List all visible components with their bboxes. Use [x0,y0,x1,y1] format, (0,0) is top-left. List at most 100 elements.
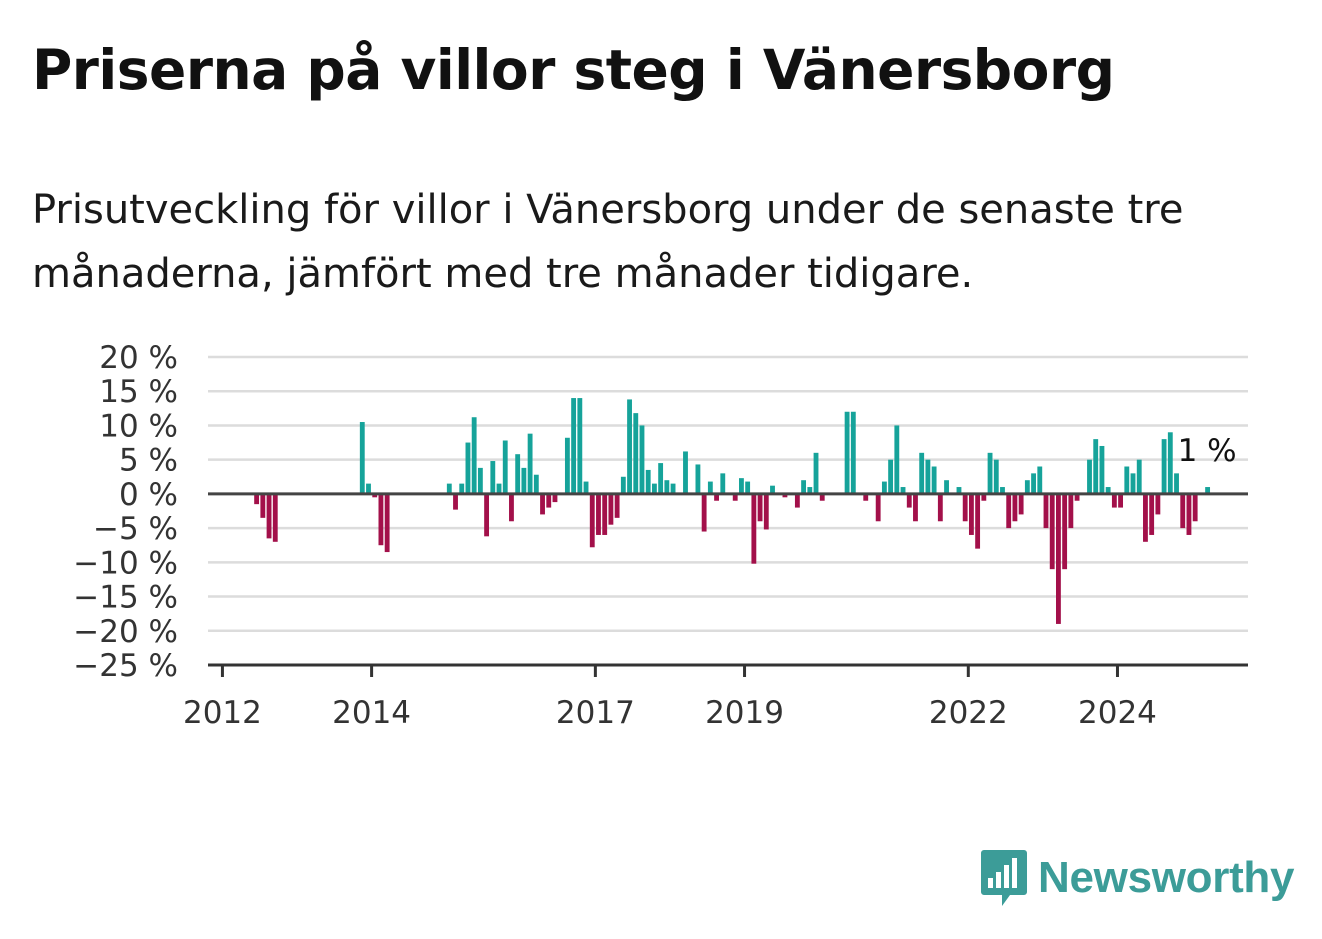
bar [583,481,589,494]
bar [1174,473,1179,494]
bar [1049,493,1055,570]
bar [496,483,502,494]
bar [484,493,490,537]
bar [260,493,266,518]
bar [913,493,918,522]
bar [509,493,514,522]
bar [782,493,788,498]
bar [751,493,757,564]
bar [378,493,384,546]
bar [254,493,260,505]
bar [863,493,869,501]
bar [900,487,906,494]
bar [894,425,900,494]
bar [1143,493,1148,542]
bar [596,493,601,535]
bar [975,493,981,549]
y-tick-label: 10 % [99,408,178,444]
bar [1186,493,1192,535]
bar [1118,493,1124,508]
bar [664,480,670,494]
bar [813,452,819,494]
y-tick-label: −20 % [73,614,178,650]
newsworthy-logo-icon [981,850,1027,906]
bar [1074,493,1080,501]
bar [962,493,968,522]
x-tick-label: 2014 [332,695,411,731]
bar [1068,493,1074,529]
bar [925,459,931,494]
bar [366,483,371,494]
bar [1105,487,1111,494]
bar [552,493,558,503]
bar [1056,493,1061,624]
bar [707,481,713,494]
bar [564,437,570,494]
bars [254,398,1211,624]
bar [589,493,595,548]
bar [944,480,949,494]
bar [956,487,962,494]
bar [533,474,539,494]
bar [627,399,632,494]
bar [502,440,508,494]
bar [471,417,477,494]
bar [571,398,577,494]
x-tick-label: 2019 [705,695,784,731]
bar [695,464,701,494]
bar-chart: 20 %15 %10 %5 %0 %−5 %−10 %−15 %−20 %−25… [73,340,1248,731]
bar [968,493,974,535]
bar [1111,493,1117,508]
bar [987,452,993,494]
bar [1192,493,1198,522]
y-axis-ticks: 20 %15 %10 %5 %0 %−5 %−10 %−15 %−20 %−25… [73,340,178,684]
bar [670,483,676,494]
bar [850,411,856,494]
bar [1205,487,1211,494]
bar [620,476,626,494]
bar [521,467,527,494]
bar [770,485,775,494]
y-tick-label: 15 % [99,374,178,410]
bar [1087,459,1092,494]
bar [819,493,825,501]
bar [701,493,707,532]
bar [1130,473,1136,494]
x-tick-label: 2017 [556,695,635,731]
bar [602,493,608,535]
bar [1180,493,1186,529]
bar [372,493,378,498]
bar [807,487,813,494]
bar [1093,439,1099,494]
bar [645,469,651,494]
bar [658,463,664,494]
bar [875,493,881,522]
bar [1031,473,1036,494]
y-tick-label: 20 % [99,340,178,376]
bar [546,493,552,508]
bar [844,411,850,494]
bar [272,493,278,542]
x-axis: 2012 2014 2017 2019 2022 2024 [183,663,1248,731]
bar [745,481,751,494]
y-tick-label: −25 % [73,648,178,684]
bar [1000,487,1005,494]
bar [888,459,894,494]
bar [1018,493,1024,515]
bar [683,451,688,494]
bar [1161,439,1167,494]
bar [732,493,738,501]
bar [981,493,987,501]
bar [720,473,726,494]
bar [614,493,620,518]
bar [1136,459,1142,494]
bar [801,480,807,494]
bar [465,442,471,494]
bar [739,478,744,494]
brand: Newsworthy [980,848,1294,908]
bar [993,459,999,494]
bar [1099,445,1105,494]
bar [490,461,496,494]
bar [515,454,521,494]
bar [1062,493,1068,570]
